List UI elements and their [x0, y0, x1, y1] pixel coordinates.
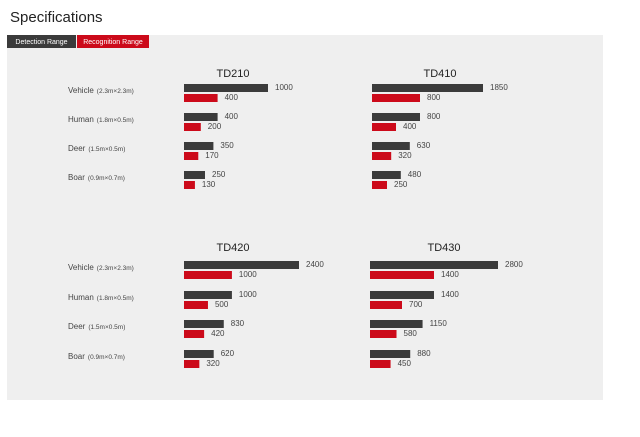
legend-swatch — [7, 35, 76, 48]
category-name: Human — [68, 115, 94, 124]
chart-title: TD410 — [423, 68, 456, 80]
value-label: 1400 — [441, 270, 459, 279]
legend-label: Detection Range — [15, 39, 67, 46]
bar — [184, 171, 205, 179]
category-label: Human (1.8m×0.5m) — [68, 293, 134, 302]
bar — [372, 171, 401, 179]
bar — [370, 320, 423, 328]
category-label: Vehicle (2.3m×2.3m) — [68, 86, 134, 95]
bar — [184, 142, 214, 150]
category-size: (1.8m×0.5m) — [97, 117, 134, 124]
bar — [372, 181, 387, 189]
value-label: 800 — [427, 93, 441, 102]
bar — [370, 301, 402, 309]
bar — [370, 271, 434, 279]
value-label: 700 — [409, 300, 423, 309]
category-label: Deer (1.5m×0.5m) — [68, 144, 125, 153]
value-label: 880 — [417, 349, 431, 358]
category-size: (2.3m×2.3m) — [97, 265, 134, 272]
value-label: 250 — [212, 170, 226, 179]
bar — [370, 261, 498, 269]
bar — [184, 360, 200, 368]
value-label: 480 — [408, 170, 422, 179]
bar — [372, 152, 392, 160]
category-name: Vehicle — [68, 263, 94, 272]
value-label: 450 — [398, 359, 412, 368]
bar — [184, 181, 195, 189]
category-name: Human — [68, 293, 94, 302]
page-title: Specifications — [10, 9, 103, 26]
value-label: 2400 — [306, 260, 324, 269]
bar — [184, 84, 268, 92]
value-label: 830 — [231, 319, 245, 328]
category-label: Human (1.8m×0.5m) — [68, 115, 134, 124]
value-label: 2800 — [505, 260, 523, 269]
value-label: 320 — [206, 359, 220, 368]
bar — [372, 94, 420, 102]
value-label: 400 — [403, 122, 417, 131]
category-label: Boar (0.9m×0.7m) — [68, 352, 125, 361]
category-label: Boar (0.9m×0.7m) — [68, 173, 125, 182]
value-label: 580 — [404, 329, 418, 338]
value-label: 500 — [215, 300, 229, 309]
bar — [184, 94, 218, 102]
value-label: 170 — [205, 151, 219, 160]
legend-swatch — [77, 35, 149, 48]
value-label: 200 — [208, 122, 222, 131]
legend-label: Recognition Range — [83, 39, 143, 46]
value-label: 250 — [394, 180, 408, 189]
bar — [184, 152, 199, 160]
category-size: (1.5m×0.5m) — [88, 146, 125, 153]
value-label: 1850 — [490, 83, 508, 92]
bar — [370, 291, 434, 299]
chart-title: TD430 — [427, 242, 460, 254]
value-label: 630 — [417, 141, 431, 150]
category-name: Deer — [68, 322, 86, 331]
category-name: Boar — [68, 352, 85, 361]
bar — [184, 350, 214, 358]
value-label: 1000 — [275, 83, 293, 92]
value-label: 130 — [202, 180, 216, 189]
value-label: 400 — [225, 112, 239, 121]
category-label: Deer (1.5m×0.5m) — [68, 322, 125, 331]
value-label: 620 — [221, 349, 235, 358]
panel — [7, 35, 603, 400]
bar — [370, 330, 397, 338]
bar — [370, 350, 411, 358]
value-label: 800 — [427, 112, 441, 121]
category-size: (0.9m×0.7m) — [88, 175, 125, 182]
bar — [184, 301, 208, 309]
bar — [184, 123, 201, 131]
category-name: Deer — [68, 144, 86, 153]
value-label: 420 — [211, 329, 225, 338]
value-label: 1000 — [239, 270, 257, 279]
value-label: 400 — [225, 93, 239, 102]
value-label: 1400 — [441, 290, 459, 299]
category-size: (1.8m×0.5m) — [97, 295, 134, 302]
bar — [184, 320, 224, 328]
value-label: 1150 — [430, 319, 448, 328]
bar — [372, 84, 483, 92]
category-name: Vehicle — [68, 86, 94, 95]
bar — [370, 360, 391, 368]
bar — [372, 113, 420, 121]
bar — [184, 113, 218, 121]
bar — [184, 271, 232, 279]
value-label: 1000 — [239, 290, 257, 299]
chart-title: TD210 — [216, 68, 249, 80]
category-size: (2.3m×2.3m) — [97, 88, 134, 95]
chart-title: TD420 — [216, 242, 249, 254]
bar — [184, 330, 205, 338]
value-label: 350 — [220, 141, 234, 150]
bar — [372, 142, 410, 150]
bar — [372, 123, 396, 131]
category-name: Boar — [68, 173, 85, 182]
bar — [184, 291, 232, 299]
category-size: (1.5m×0.5m) — [88, 324, 125, 331]
bar — [184, 261, 299, 269]
value-label: 320 — [398, 151, 412, 160]
category-size: (0.9m×0.7m) — [88, 354, 125, 361]
category-label: Vehicle (2.3m×2.3m) — [68, 263, 134, 272]
